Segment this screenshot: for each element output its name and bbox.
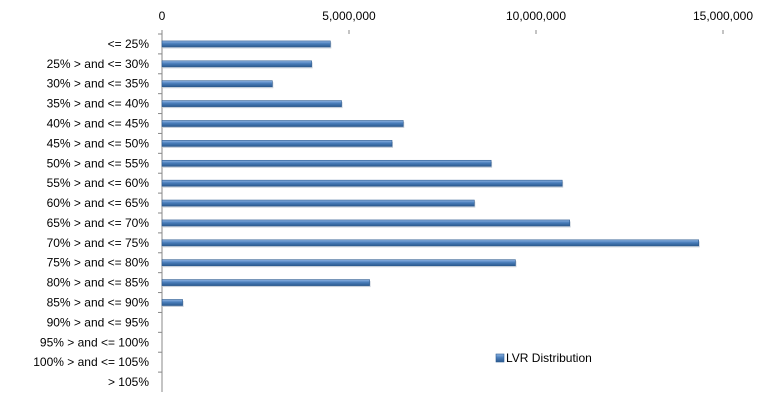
category-label: > 105% bbox=[108, 375, 149, 389]
category-label: 35% > and <= 40% bbox=[47, 97, 150, 111]
category-label: 55% > and <= 60% bbox=[47, 176, 150, 190]
bar bbox=[161, 140, 393, 147]
bar bbox=[161, 40, 331, 48]
bar bbox=[161, 279, 370, 286]
x-tick-label: 0 bbox=[159, 9, 166, 23]
bar bbox=[161, 219, 570, 227]
bar bbox=[161, 120, 404, 127]
category-label: 100% > and <= 105% bbox=[33, 355, 149, 369]
bar bbox=[161, 299, 183, 306]
bar bbox=[161, 159, 492, 167]
bar bbox=[161, 239, 699, 247]
legend-swatch bbox=[495, 353, 505, 363]
bar-series bbox=[161, 40, 700, 307]
legend-label: LVR Distribution bbox=[506, 351, 592, 365]
category-label: 25% > and <= 30% bbox=[47, 57, 150, 71]
bar bbox=[161, 100, 342, 107]
category-label: 90% > and <= 95% bbox=[47, 315, 150, 329]
legend: LVR Distribution bbox=[495, 351, 592, 365]
x-tick-label: 15,000,000 bbox=[693, 9, 753, 23]
category-label: 85% > and <= 90% bbox=[47, 296, 150, 310]
category-label: 70% > and <= 75% bbox=[47, 236, 150, 250]
bar bbox=[161, 199, 475, 207]
bar bbox=[161, 60, 312, 68]
category-label: 95% > and <= 100% bbox=[40, 335, 149, 349]
x-axis: 0 5,000,000 10,000,000 15,000,000 bbox=[159, 9, 753, 34]
category-label: 75% > and <= 80% bbox=[47, 256, 150, 270]
category-label: 65% > and <= 70% bbox=[47, 216, 150, 230]
category-label: 50% > and <= 55% bbox=[47, 156, 150, 170]
bar bbox=[161, 179, 563, 187]
category-label: <= 25% bbox=[108, 37, 150, 51]
category-label: 30% > and <= 35% bbox=[47, 77, 150, 91]
category-label: 60% > and <= 65% bbox=[47, 196, 150, 210]
category-label: 80% > and <= 85% bbox=[47, 276, 150, 290]
bar bbox=[161, 259, 516, 267]
category-label: 45% > and <= 50% bbox=[47, 136, 150, 150]
x-tick-label: 5,000,000 bbox=[322, 9, 376, 23]
category-label: 40% > and <= 45% bbox=[47, 117, 150, 131]
y-axis: <= 25% 25% > and <= 30% 30% > and <= 35% 35… bbox=[33, 33, 163, 392]
bar bbox=[161, 80, 273, 88]
x-tick-label: 10,000,000 bbox=[506, 9, 566, 23]
